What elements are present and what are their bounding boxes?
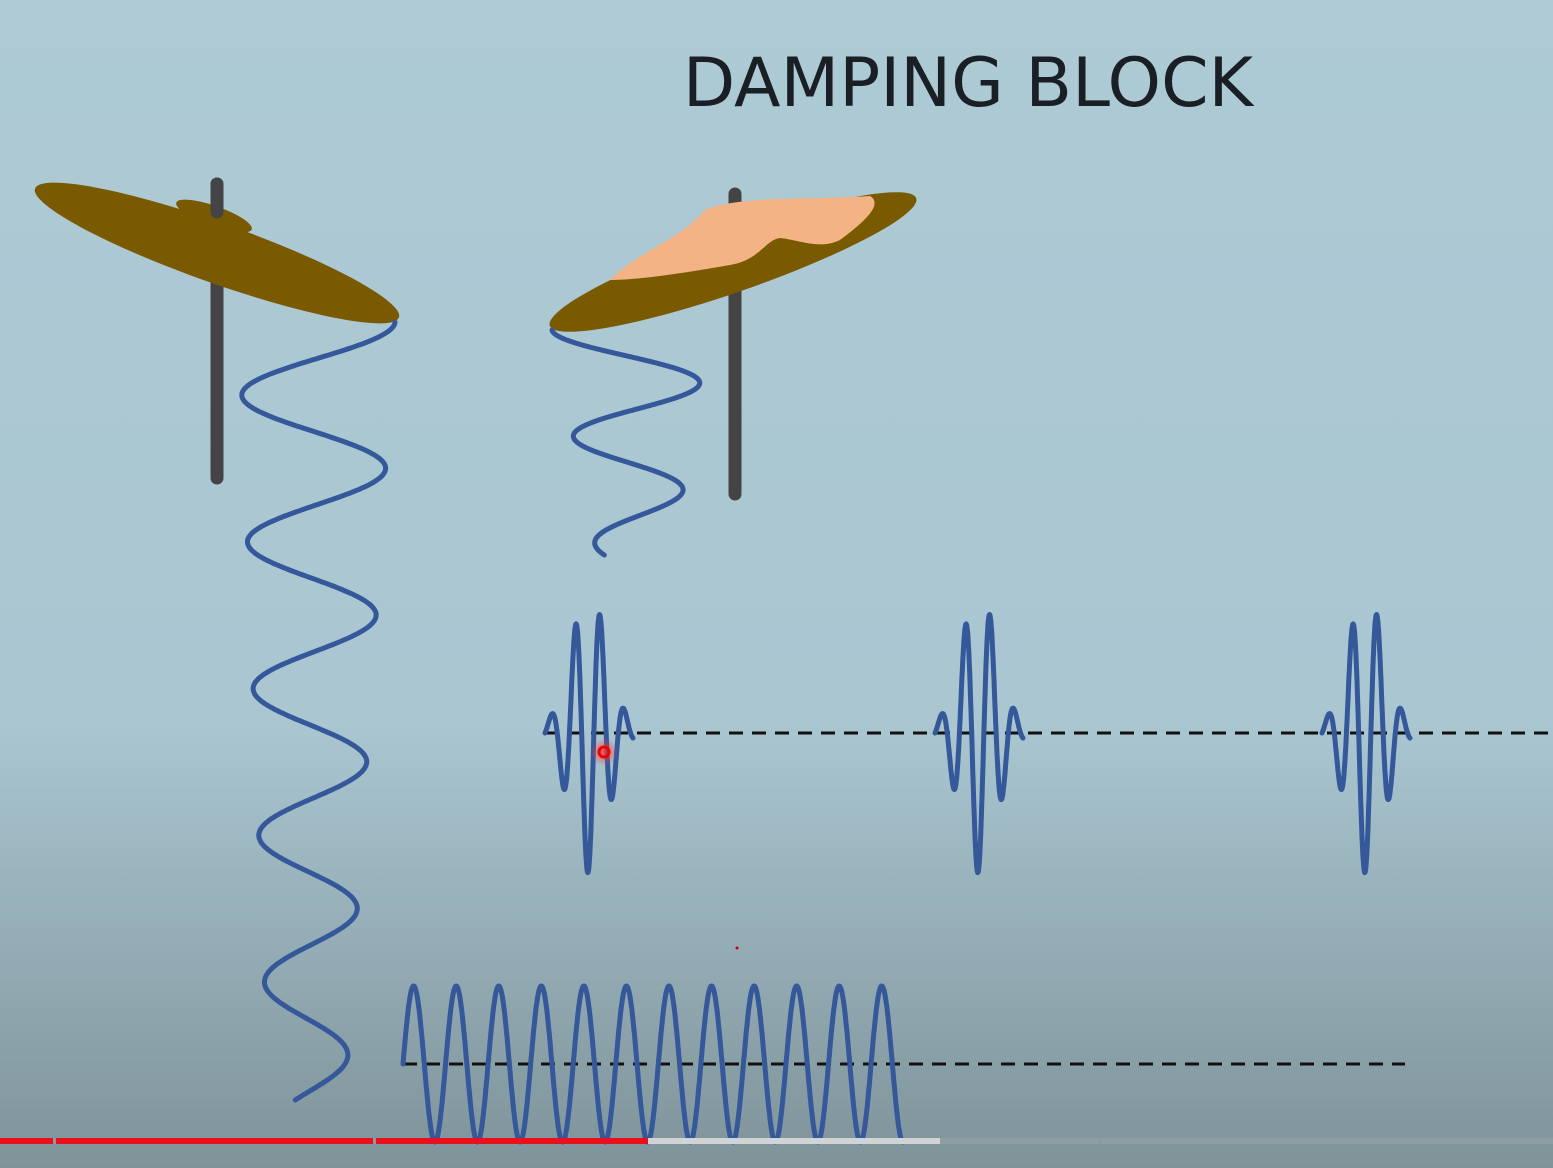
progress-played: [0, 1138, 648, 1144]
vibration-trace: [239, 319, 398, 1103]
chapter-gap: [1099, 1138, 1102, 1144]
wave-packet: [1319, 612, 1413, 876]
wave-packet: [542, 612, 636, 876]
slide-title: DAMPING BLOCK: [683, 44, 1256, 123]
progress-buffered: [648, 1138, 940, 1144]
cursor-glow: [590, 738, 618, 766]
chapter-gap: [53, 1138, 56, 1144]
chapter-gap: [373, 1138, 376, 1144]
cursor: [597, 745, 611, 759]
damping-block: [610, 196, 875, 280]
cursor-dot: [735, 946, 739, 950]
wave-packet: [932, 612, 1026, 876]
cymbal: [34, 182, 400, 324]
damped-trace: [549, 327, 703, 558]
